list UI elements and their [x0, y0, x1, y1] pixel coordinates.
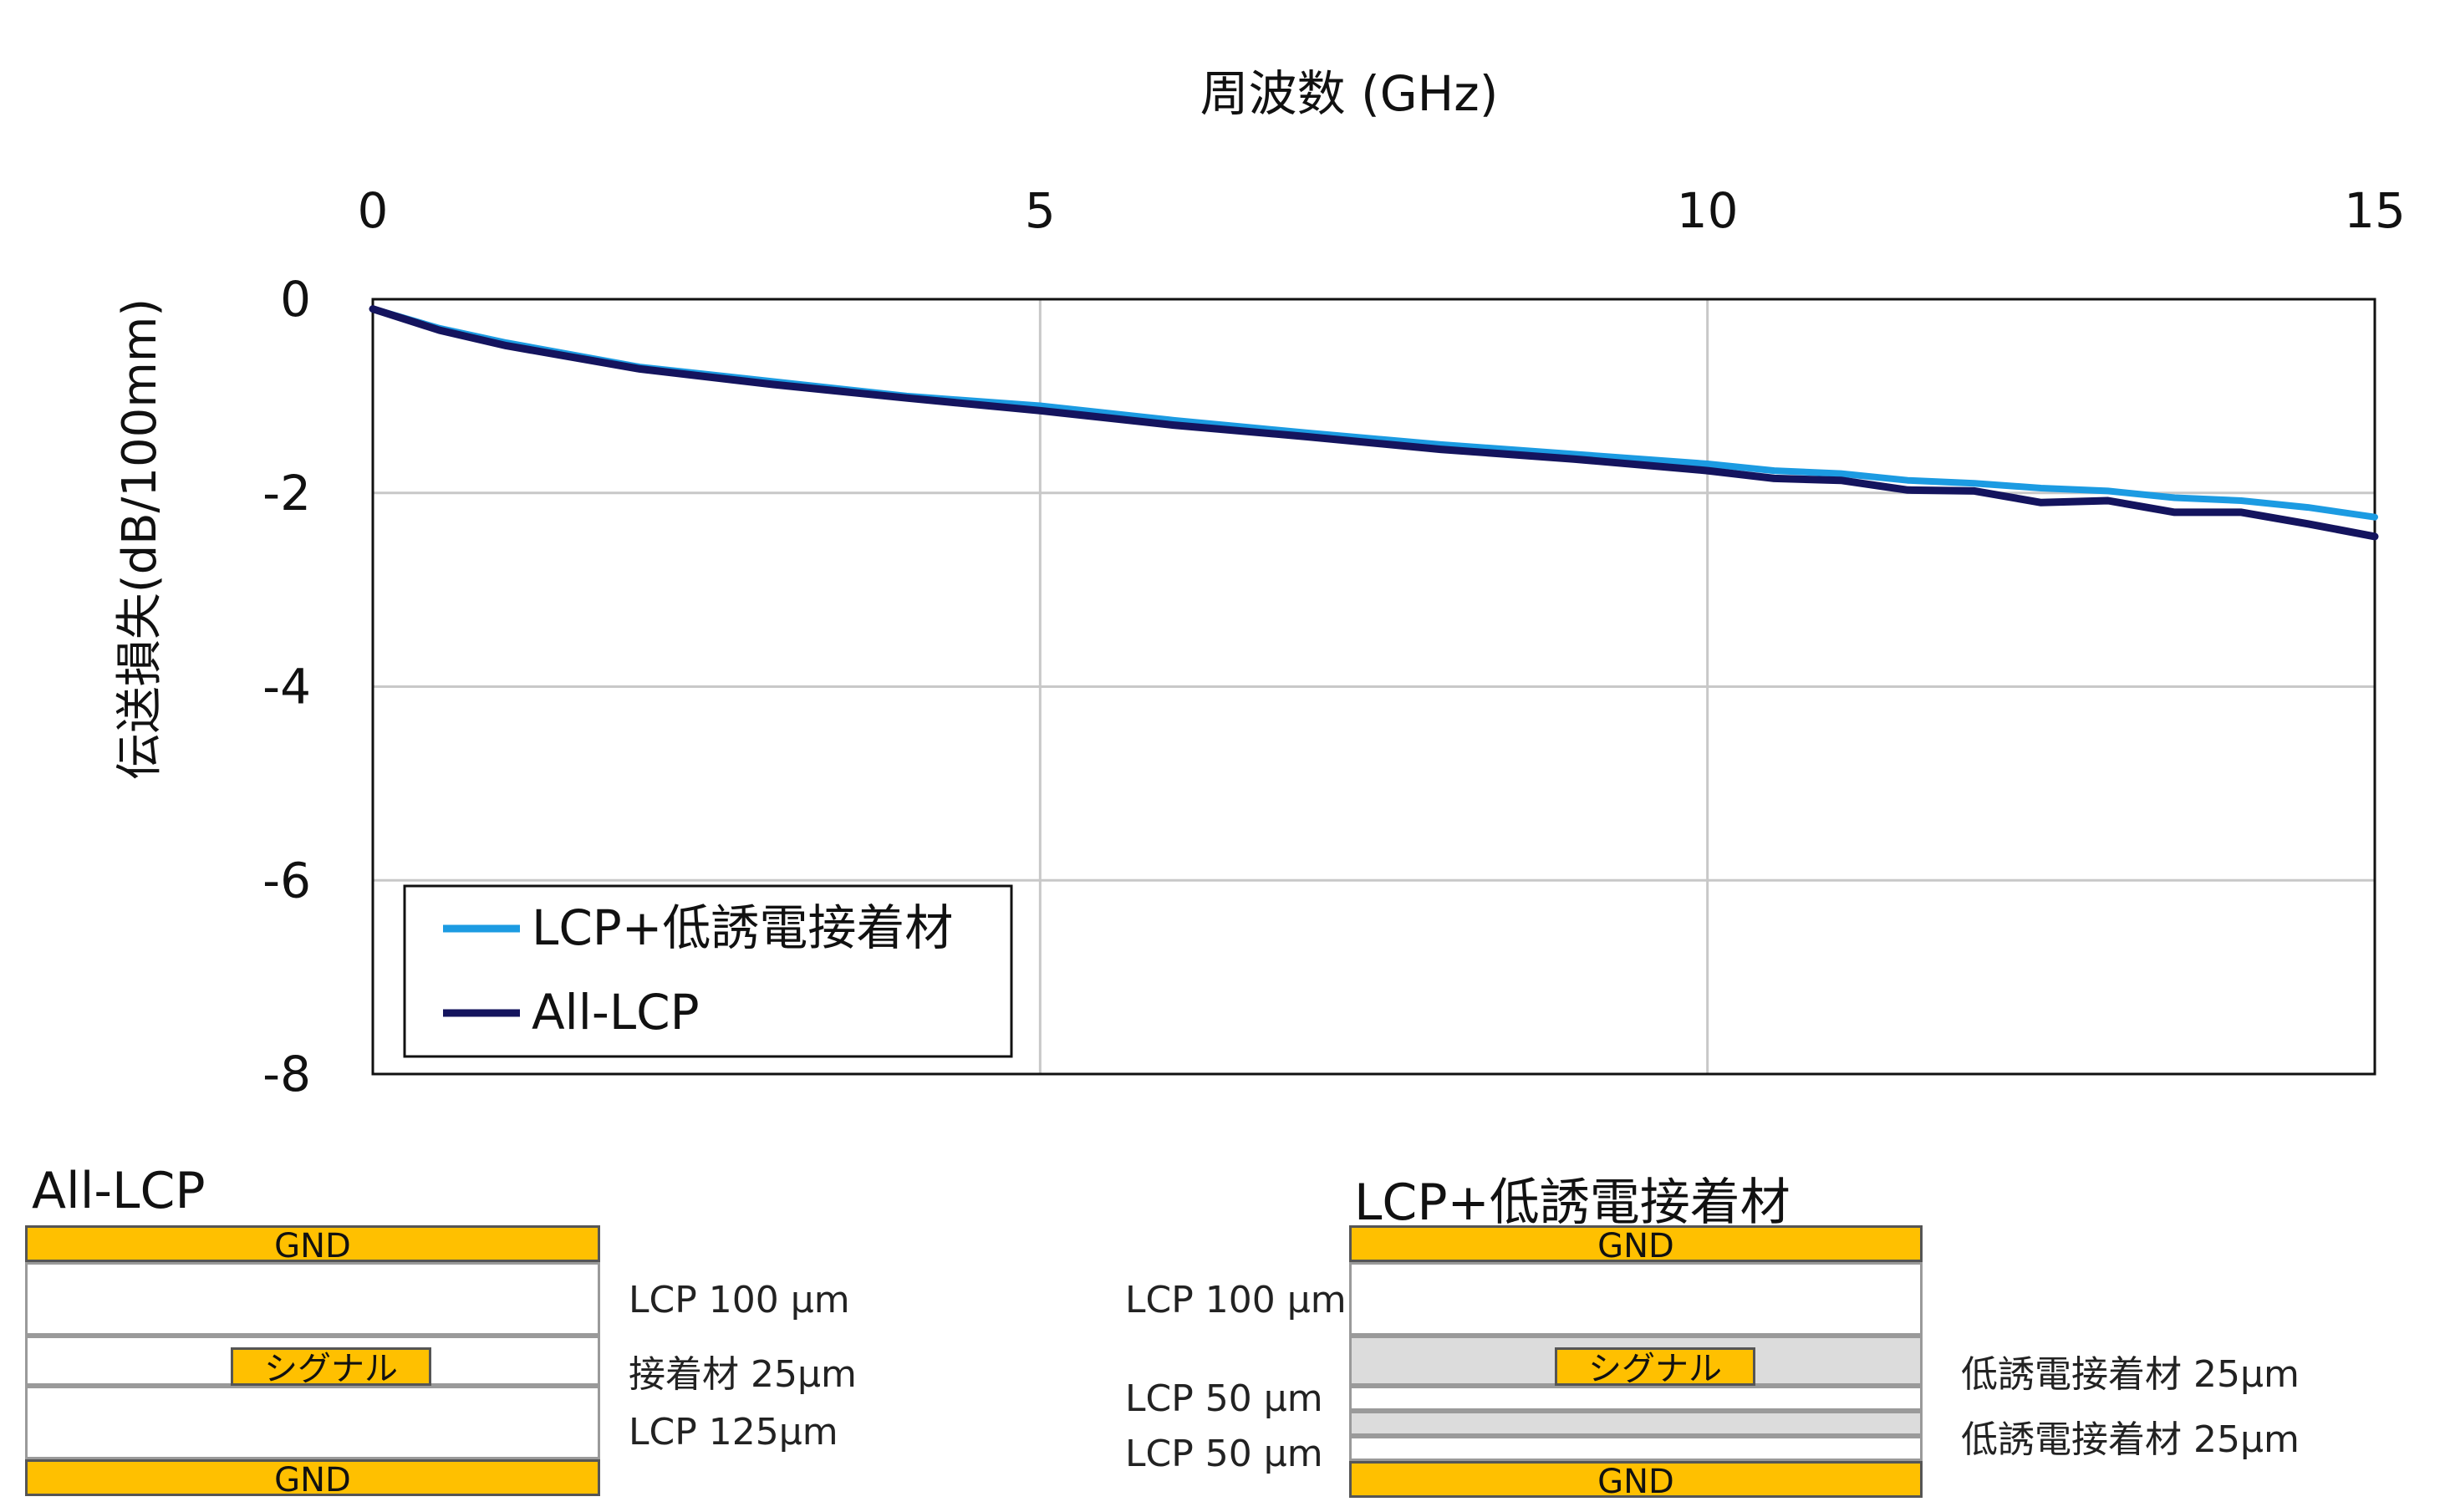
gnd-label: GND: [274, 1461, 351, 1499]
diagram-left-gnd-bottom: GND: [25, 1459, 600, 1499]
diagram-right-lcp-50-a: [1349, 1386, 1923, 1411]
gnd-label: GND: [1597, 1463, 1674, 1501]
diagram-right-adhesive-2: [1349, 1411, 1923, 1436]
signal-label: シグナル: [1588, 1350, 1722, 1388]
diagram-left-signal: シグナル: [231, 1347, 431, 1386]
diagram-right-right-label: 低誘電接着材 25µm: [1961, 1418, 2300, 1461]
x-tick-label: 0: [358, 182, 389, 239]
diagram-right-lcp-50-b: [1349, 1436, 1923, 1461]
diagram-left-lcp-125: [25, 1386, 600, 1459]
diagram-right-gnd-bottom: GND: [1349, 1461, 1923, 1501]
signal-label: シグナル: [264, 1350, 398, 1388]
legend: LCP+低誘電接着材 All-LCP: [403, 884, 1013, 1058]
diagram-right-left-label: LCP 100 µm: [1125, 1279, 1347, 1321]
diagram-left-layer-label: LCP 100 µm: [629, 1279, 850, 1321]
series-layer: [369, 305, 2379, 541]
diagram-left-gnd-top: GND: [25, 1225, 600, 1265]
gnd-label: GND: [274, 1227, 351, 1265]
diagram-right-left-label: LCP 50 µm: [1125, 1377, 1323, 1420]
y-tick-label: -2: [262, 465, 311, 522]
gnd-label: GND: [1597, 1227, 1674, 1265]
ticks: 0 5 10 15 0 -2 -4 -6 -8: [262, 182, 2406, 1102]
diagram-right-signal: シグナル: [1555, 1347, 1755, 1386]
x-tick-label: 15: [2344, 182, 2406, 239]
legend-label-lcp-adhesive: LCP+低誘電接着材: [532, 899, 953, 956]
y-tick-label: 0: [280, 271, 311, 328]
diagram-right-left-label: LCP 50 µm: [1125, 1433, 1323, 1475]
diagram-left-layer-label: 接着材 25µm: [629, 1353, 857, 1396]
series-line-all-lcp: [369, 305, 2379, 541]
series-line-lcp-adhesive: [369, 305, 2378, 521]
y-tick-label: -6: [262, 852, 311, 909]
legend-label-all-lcp: All-LCP: [532, 984, 700, 1041]
diagram-left-layer-label: LCP 125µm: [629, 1411, 838, 1453]
diagram-left-title: All-LCP: [32, 1162, 206, 1220]
diagram-left-lcp-100: [25, 1262, 600, 1336]
y-axis-title: 伝送損失(dB/100mm): [113, 298, 167, 781]
diagram-right-gnd-top: GND: [1349, 1225, 1923, 1265]
diagram-right-right-label: 低誘電接着材 25µm: [1961, 1353, 2300, 1396]
x-tick-label: 5: [1025, 182, 1056, 239]
x-tick-label: 10: [1677, 182, 1739, 239]
diagram-right-title: LCP+低誘電接着材: [1354, 1173, 1790, 1232]
chart: 0 5 10 15 0 -2 -4 -6 -8 周波数 (GHz) 伝送損失(dB/100mm)…: [113, 65, 2406, 1102]
y-tick-label: -8: [262, 1046, 311, 1102]
y-tick-label: -4: [262, 659, 311, 715]
legend-box: [403, 884, 1013, 1058]
x-axis-title: 周波数 (GHz): [1200, 65, 1499, 122]
grid: [373, 299, 2375, 1074]
plot-frame: [371, 298, 2376, 1076]
diagram-right-lcp-100: [1349, 1262, 1923, 1336]
